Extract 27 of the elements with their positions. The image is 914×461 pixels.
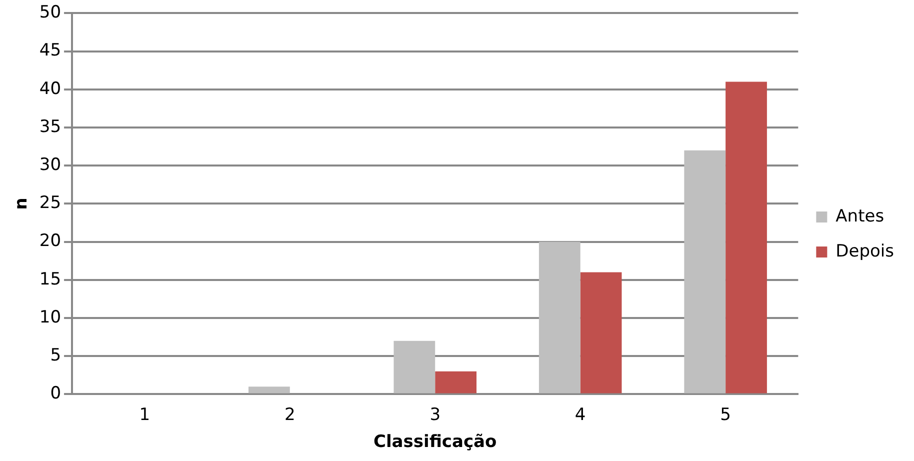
x-tick-label: 4: [574, 404, 586, 425]
y-tick-label: 30: [39, 155, 62, 176]
bar: [580, 272, 622, 394]
bar: [435, 371, 476, 394]
y-tick-label: 20: [39, 231, 62, 252]
bar: [248, 386, 290, 394]
legend-label: Depois: [836, 241, 894, 262]
bar: [684, 150, 726, 394]
bar: [538, 242, 580, 394]
y-tick-label: 0: [50, 384, 62, 404]
x-tick-label: 5: [720, 404, 731, 425]
legend-label: Antes: [836, 206, 884, 226]
y-tick-label: 15: [39, 269, 62, 290]
y-tick-label: 25: [39, 193, 62, 214]
y-tick-label: 5: [50, 346, 62, 366]
bar: [726, 82, 767, 394]
x-axis-title: Classificação: [373, 432, 497, 452]
bar: [394, 340, 436, 394]
y-tick-label: 45: [39, 40, 62, 61]
x-tick-label: 1: [139, 404, 150, 425]
y-tick-label: 50: [39, 2, 62, 23]
y-tick-label: 35: [39, 116, 62, 137]
x-tick-label: 2: [284, 404, 296, 425]
x-tick-label: 3: [430, 404, 441, 425]
y-tick-label: 40: [39, 78, 62, 99]
y-axis-title: n: [12, 198, 32, 210]
y-tick-label: 10: [39, 307, 62, 328]
